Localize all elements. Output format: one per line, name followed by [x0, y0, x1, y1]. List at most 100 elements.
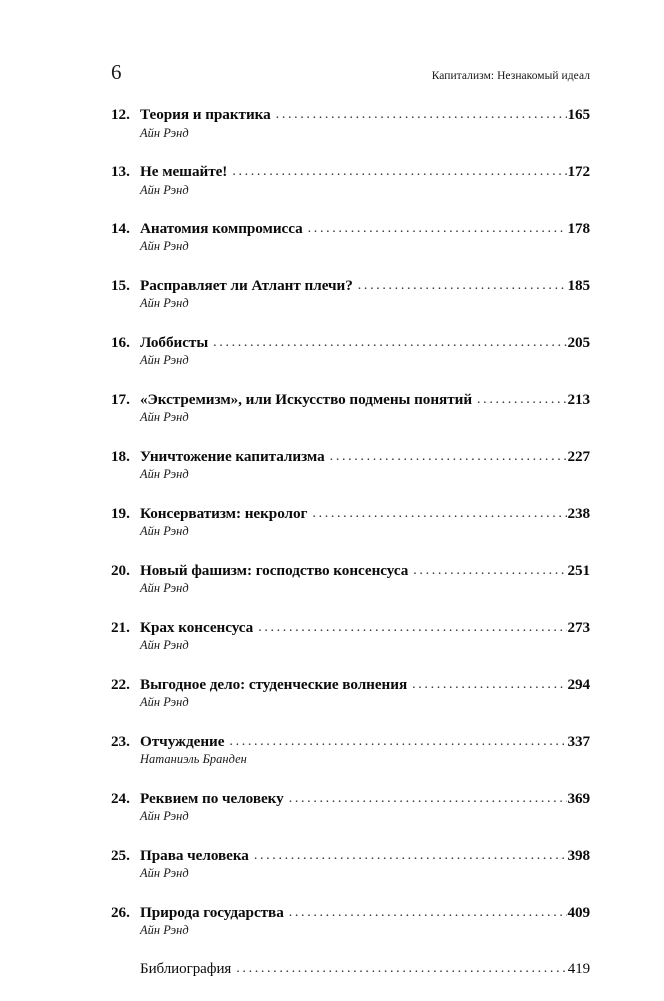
toc-entry-line[interactable]: 23. Отчуждение 337	[111, 733, 590, 752]
toc-dot-leader	[254, 848, 567, 865]
toc-entry-line[interactable]: 25. Права человека 398	[111, 847, 590, 866]
toc-entry-number: 15.	[111, 276, 130, 294]
toc-dot-leader	[289, 905, 567, 922]
toc-entry-page-number: 273	[567, 618, 591, 636]
toc-dot-leader	[477, 392, 566, 409]
toc-entry-title: «Экстремизм», или Искусство подмены поня…	[140, 390, 473, 408]
toc-entry-line[interactable]: 16. Лоббисты 205	[111, 334, 590, 353]
toc-entry-page-number: 165	[567, 106, 591, 123]
toc-entry-page-number: 409	[567, 903, 591, 921]
toc-entry-number: 12.	[111, 106, 130, 123]
toc-entry-line[interactable]: 17. «Экстремизм», или Искусство подмены п…	[111, 391, 590, 410]
toc-entry-number: 24.	[111, 789, 130, 807]
toc-entry: 18. Уничтожение капитализма 227 Айн Рэнд	[111, 448, 590, 482]
toc-entry-title: Лоббисты	[140, 333, 209, 351]
toc-entry-page-number: 213	[567, 390, 591, 408]
toc-dot-leader	[308, 221, 567, 238]
toc-entry: 13. Не мешайте! 172 Айн Рэнд	[111, 163, 590, 197]
toc-dot-leader	[213, 335, 566, 352]
toc-entry-number: 23.	[111, 732, 130, 750]
toc-entry-author: Айн Рэнд	[140, 239, 189, 254]
toc-entry: 14. Анатомия компромисса 178 Айн Рэнд	[111, 220, 590, 254]
toc-entry-title: Выгодное дело: студенческие волнения	[140, 675, 408, 693]
toc-entry-number: 25.	[111, 846, 130, 864]
toc-entry-number: 19.	[111, 504, 130, 522]
toc-entry-author: Айн Рэнд	[140, 581, 189, 596]
toc-entry-line[interactable]: 15. Расправляет ли Атлант плечи? 185	[111, 277, 590, 296]
toc-entry-line[interactable]: 22. Выгодное дело: студенческие волнения 2…	[111, 676, 590, 695]
toc-entry-title: Крах консенсуса	[140, 618, 254, 636]
toc-entry-line[interactable]: 20. Новый фашизм: господство консенсуса 25…	[111, 562, 590, 581]
toc-entry-title: Природа государства	[140, 903, 284, 921]
toc-entry: 22. Выгодное дело: студенческие волнения 2…	[111, 676, 590, 710]
running-head-title: Капитализм: Незнакомый идеал	[431, 70, 590, 82]
toc-dot-leader	[236, 961, 567, 978]
toc-entry-title: Теория и практика	[140, 106, 271, 123]
toc-entry-page-number: 398	[567, 846, 591, 864]
toc-entry-number: 26.	[111, 903, 130, 921]
toc-entry-author: Айн Рэнд	[140, 125, 189, 140]
toc-entry: 23. Отчуждение 337 Натаниэль Бранден	[111, 733, 590, 767]
toc-entry-number: 18.	[111, 447, 130, 465]
toc-entry: 21. Крах консенсуса 273 Айн Рэнд	[111, 619, 590, 653]
toc-entry-title: Консерватизм: некролог	[140, 504, 308, 522]
table-of-contents: 12. Теория и практика 165 Айн Рэнд 13. Не меш…	[111, 106, 590, 978]
toc-entry-title: Новый фашизм: господство консенсуса	[140, 561, 409, 579]
toc-entry-page-number: 294	[567, 675, 591, 693]
toc-entry: 12. Теория и практика 165 Айн Рэнд	[111, 106, 590, 140]
toc-entry-title: Отчуждение	[140, 732, 225, 750]
toc-entry: 25. Права человека 398 Айн Рэнд	[111, 847, 590, 881]
toc-entry-author: Айн Рэнд	[140, 809, 189, 824]
page-folio-number: 6	[111, 60, 122, 84]
toc-entry-title: Не мешайте!	[140, 162, 228, 180]
toc-entry-author: Айн Рэнд	[140, 524, 189, 539]
toc-dot-leader	[330, 449, 567, 466]
toc-entry-page-number: 251	[567, 561, 591, 579]
toc-entry-author: Айн Рэнд	[140, 695, 189, 710]
toc-dot-leader	[229, 734, 566, 751]
toc-entry-line[interactable]: 26. Природа государства 409	[111, 904, 590, 923]
toc-entry-number: 22.	[111, 675, 130, 693]
toc-entry-line[interactable]: 24. Реквием по человеку 369	[111, 790, 590, 809]
toc-entry-author: Натаниэль Бранден	[140, 752, 247, 767]
toc-entry-author: Айн Рэнд	[140, 467, 189, 482]
toc-entry-title: Анатомия компромисса	[140, 219, 303, 237]
toc-entry: 24. Реквием по человеку 369 Айн Рэнд	[111, 790, 590, 824]
toc-entry-author: Айн Рэнд	[140, 410, 189, 425]
toc-entry-title: Уничтожение капитализма	[140, 447, 325, 465]
toc-entry-title: Расправляет ли Атлант плечи?	[140, 276, 353, 294]
toc-entry-author: Айн Рэнд	[140, 182, 189, 197]
toc-entry-line[interactable]: 13. Не мешайте! 172	[111, 163, 590, 182]
toc-dot-leader	[413, 563, 566, 580]
toc-entry-line[interactable]: 18. Уничтожение капитализма 227	[111, 448, 590, 467]
toc-entry-number: 13.	[111, 162, 130, 180]
toc-entry-number: 20.	[111, 561, 130, 579]
toc-entry-page-number: 172	[567, 162, 591, 180]
toc-entry-number: 17.	[111, 390, 130, 408]
toc-entry-page-number: 227	[567, 447, 591, 465]
toc-entry-number: 16.	[111, 333, 130, 351]
toc-entry-title: Реквием по человеку	[140, 789, 284, 807]
toc-entry-page-number: 205	[567, 333, 591, 351]
toc-entry-number: 14.	[111, 219, 130, 237]
toc-entry-author: Айн Рэнд	[140, 866, 189, 881]
toc-entry-line[interactable]: 21. Крах консенсуса 273	[111, 619, 590, 638]
toc-entry: 19. Консерватизм: некролог 238 Айн Рэнд	[111, 505, 590, 539]
toc-entry-page-number: 369	[567, 789, 591, 807]
toc-entry: 20. Новый фашизм: господство консенсуса 25…	[111, 562, 590, 596]
toc-entry: Библиография 419	[111, 961, 590, 979]
toc-entry-line[interactable]: 19. Консерватизм: некролог 238	[111, 505, 590, 524]
toc-entry-page-number: 178	[567, 219, 591, 237]
toc-dot-leader	[412, 677, 566, 694]
toc-entry-author: Айн Рэнд	[140, 296, 189, 311]
toc-dot-leader	[289, 791, 567, 808]
toc-entry-title: Библиография	[140, 960, 232, 977]
toc-entry-line[interactable]: Библиография 419	[111, 961, 590, 979]
toc-entry-line[interactable]: 12. Теория и практика 165	[111, 106, 590, 125]
toc-entry-number: 21.	[111, 618, 130, 636]
running-header: 6 Капитализм: Незнакомый идеал	[111, 62, 590, 88]
toc-entry-line[interactable]: 14. Анатомия компромисса 178	[111, 220, 590, 239]
toc-entry-author: Айн Рэнд	[140, 638, 189, 653]
toc-entry: 16. Лоббисты 205 Айн Рэнд	[111, 334, 590, 368]
toc-dot-leader	[258, 620, 566, 637]
